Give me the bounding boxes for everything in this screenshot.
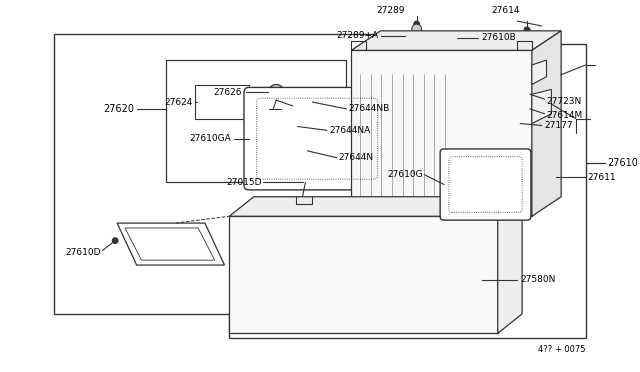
Circle shape [499,117,513,130]
Circle shape [412,24,422,34]
Bar [356,70,449,206]
Text: 4?? + 0075: 4?? + 0075 [538,346,586,355]
Circle shape [413,20,420,28]
FancyBboxPatch shape [440,149,531,220]
Circle shape [292,140,299,146]
Polygon shape [229,197,522,216]
Text: 27626: 27626 [214,88,242,97]
Circle shape [281,128,310,158]
Circle shape [268,84,284,100]
Polygon shape [229,216,498,333]
Text: 27177: 27177 [545,121,573,130]
Text: 27610G: 27610G [387,170,422,179]
Circle shape [289,136,303,150]
Text: 27610D: 27610D [65,248,100,257]
Circle shape [112,237,118,244]
Text: 27610GA: 27610GA [189,134,231,143]
Polygon shape [351,50,532,216]
Polygon shape [532,31,561,216]
Polygon shape [532,89,552,124]
Text: 27015D: 27015D [226,177,262,187]
Bar [195,84,249,119]
Polygon shape [351,31,561,50]
Circle shape [479,276,486,283]
Text: 27644NB: 27644NB [348,105,390,113]
Circle shape [453,34,460,41]
Circle shape [524,26,531,33]
Text: 27610B: 27610B [481,33,516,42]
Text: 27614M: 27614M [547,111,583,120]
Text: 27620: 27620 [104,104,134,114]
Text: 27580N: 27580N [520,275,556,284]
Polygon shape [498,197,522,333]
Circle shape [492,110,519,137]
Text: 27723N: 27723N [547,97,582,106]
Circle shape [309,99,316,106]
Polygon shape [532,60,547,84]
Text: 27614: 27614 [492,6,520,15]
Circle shape [394,38,406,49]
Text: 27611: 27611 [588,173,616,182]
Circle shape [302,179,309,186]
FancyBboxPatch shape [244,87,390,190]
Text: 27289: 27289 [376,6,404,15]
Text: 27644NA: 27644NA [329,126,370,135]
Text: 27644N: 27644N [339,153,374,162]
Text: 27289+A: 27289+A [337,31,379,40]
Circle shape [294,123,301,130]
Text: 27624: 27624 [165,97,193,106]
Text: 27610: 27610 [607,158,638,167]
Circle shape [401,32,408,39]
